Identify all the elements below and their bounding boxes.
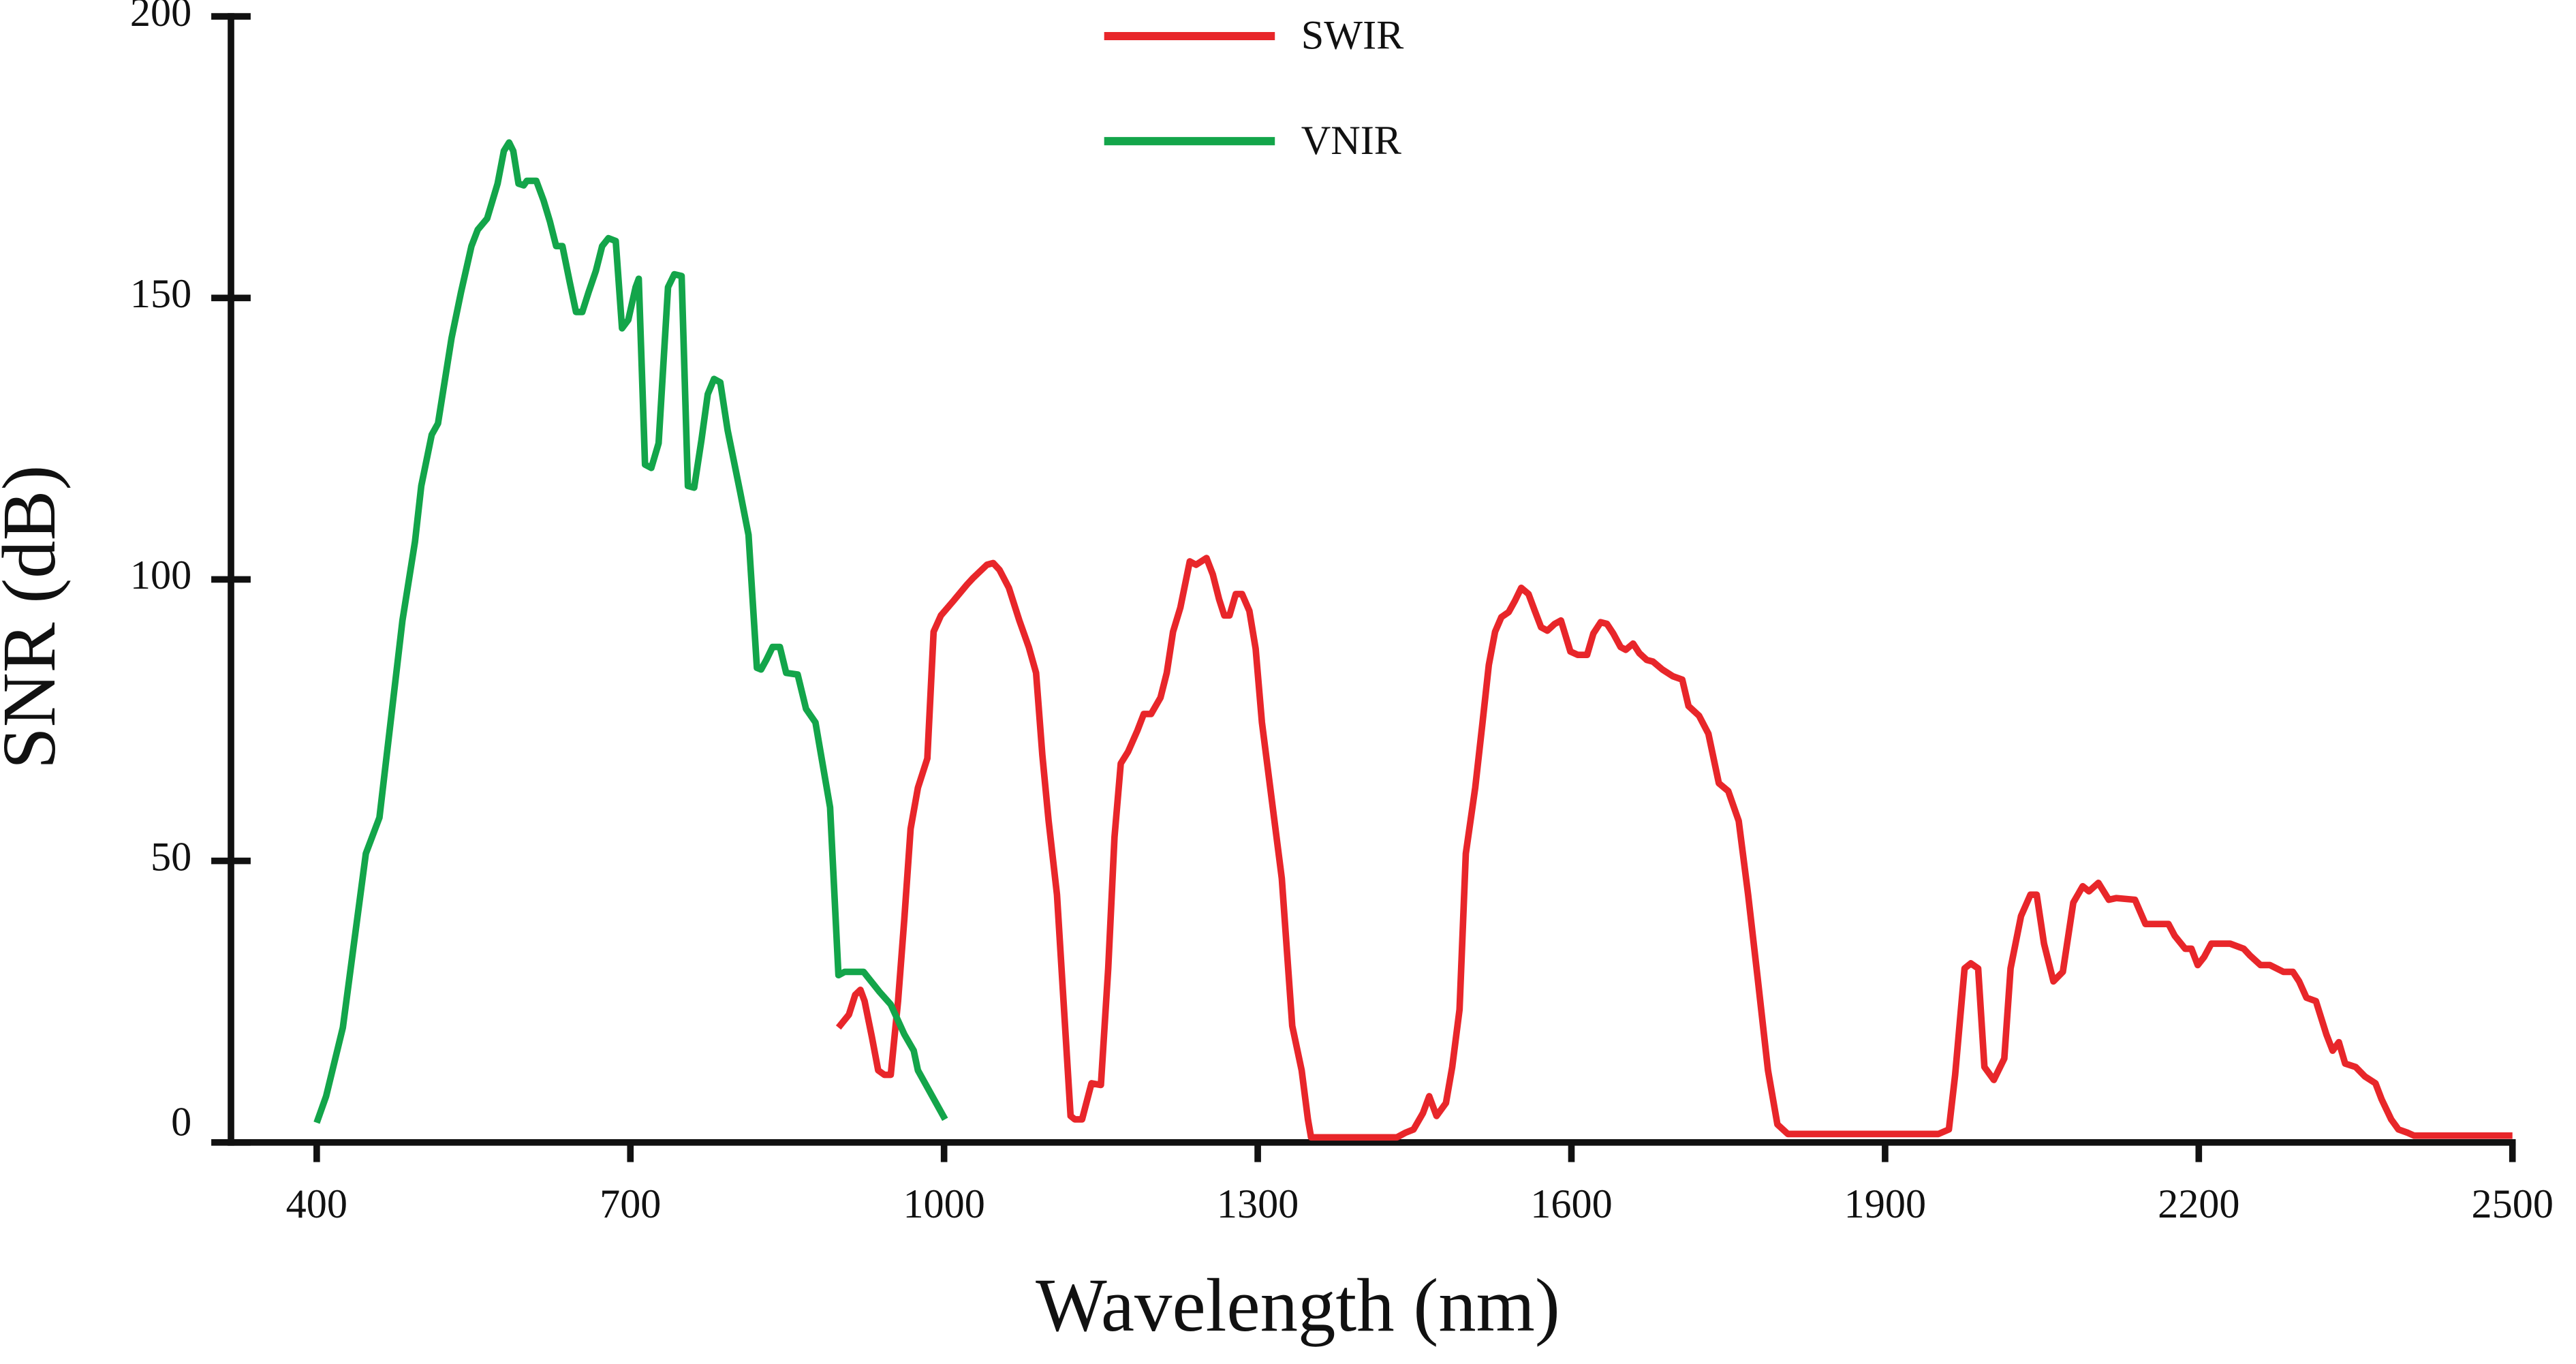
x-tick-label: 1000 xyxy=(903,1181,984,1227)
y-tick-label: 50 xyxy=(151,834,191,880)
y-tick-label: 0 xyxy=(171,1099,191,1145)
y-axis-title: SNR (dB) xyxy=(0,465,71,769)
line-series xyxy=(313,139,948,1124)
x-tick-label: 400 xyxy=(286,1181,347,1227)
legend-label: VNIR xyxy=(1301,118,1402,164)
x-tick-label: 700 xyxy=(600,1181,661,1227)
x-tick-label: 2200 xyxy=(2158,1181,2239,1227)
line-series xyxy=(835,555,2513,1141)
x-tick-label: 1300 xyxy=(1217,1181,1299,1227)
y-tick-label: 200 xyxy=(130,0,191,35)
x-tick-label: 2500 xyxy=(2472,1181,2554,1227)
y-tick-label: 100 xyxy=(130,553,191,598)
y-tick-label: 150 xyxy=(130,271,191,317)
x-tick-label: 1600 xyxy=(1530,1181,1612,1227)
x-axis-title: Wavelength (nm) xyxy=(1036,1263,1560,1347)
legend-label: SWIR xyxy=(1301,13,1404,59)
x-tick-label: 1900 xyxy=(1844,1181,1926,1227)
